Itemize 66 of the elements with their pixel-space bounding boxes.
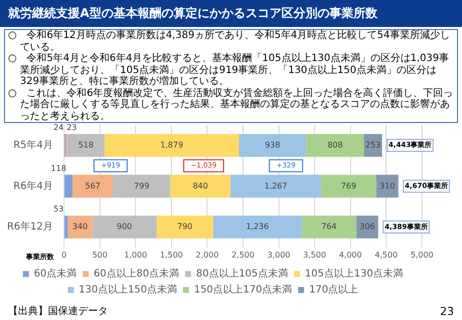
data-label: 1,879 [160,140,184,150]
bar [321,174,376,198]
legend-label: 80点以上105点未満 [196,268,288,280]
text: 【出典】国保連データ [8,306,108,318]
x-tick-label: 3,000 [267,250,290,260]
data-label: 790 [177,222,193,232]
data-label: 1,236 [246,222,269,232]
legend-label: 60点以上80点未満 [94,268,180,280]
bar [104,134,240,157]
bar [64,216,68,238]
y-tick-label: R6年12月 [6,220,54,233]
bar [376,174,398,198]
y-tick-label: R5年4月 [13,138,54,151]
text: ○ 令和6年12月時点の事業所数は4,389ヵ所であり、令和5年4月時点と比較して54事業所減少している。 [8,30,451,52]
bar [239,134,306,157]
bar [72,174,114,198]
bar [230,174,322,198]
data-label: 567 [85,181,100,190]
x-tick-label: 4,000 [338,250,362,260]
x-tick-label: 500 [92,250,108,260]
legend-label: 170点以上 [309,284,358,296]
data-label: 938 [264,140,280,150]
bar [113,174,170,198]
data-label: 808 [327,140,343,150]
legend-label: 60点未満 [34,268,77,280]
data-label: 518 [78,140,94,150]
bar [156,216,214,238]
chart-title: 就労継続支援A型の基本報酬の算定にかかるスコア区分別の事業所数 [0,0,462,27]
data-label: 769 [341,181,356,190]
data-label: 799 [134,181,150,190]
text: ○ 令和5年4月と令和6年4月を比較すると、基本報酬「105点以上130点未満」の区分は1,039事業所減少しており、「105点未満」の区分は919事業所、「130点以上150点未満」の区分は329事業所と、特に事業所数が増加している。 [8,53,450,88]
bar [92,216,157,238]
data-label: 1,267 [264,181,288,190]
legend-label: 130点以上150点未満 [78,284,177,296]
bar [302,216,356,238]
data-label: 764 [321,222,337,232]
legend-label: 105点以上130点未満 [304,268,404,280]
bar [306,134,364,157]
data-label: 306 [360,222,375,232]
x-tick-label: 1,000 [124,250,148,260]
bar [64,174,72,198]
bar [68,216,92,238]
data-label: 253 [365,140,381,150]
text: ○ これは、令和6年度報酬改定で、生産活動収支が賃金総額を上回った場合を高く評価し、下回った場合に厳しくする等見直しを行った結果、基本報酬の算定の基となるスコアの点数に影響があったと考えられる。 [8,88,454,122]
data-label: 118 [50,164,66,173]
bar [67,134,104,157]
x-tick-label: 5,000 [410,250,434,260]
bar [213,216,302,238]
data-label: 53 [53,204,64,214]
y-tick-label: R6年4月 [13,180,54,192]
x-tick-label: 4,500 [374,250,398,260]
bar [170,174,230,198]
x-tick-label: 3,500 [303,250,326,260]
x-tick-label: 2,500 [232,250,254,260]
data-label: 23 [66,123,77,132]
data-label: 900 [116,222,132,232]
x-tick-label: 2,000 [196,250,219,260]
data-label: 340 [72,222,88,232]
data-label: 24 [53,123,64,132]
legend-label: 150点以上170点未満 [194,284,292,296]
data-label: 840 [192,181,208,190]
text: 23 [440,305,454,318]
data-label: 310 [380,181,395,190]
x-tick-label: 1,500 [160,250,183,260]
bar [356,216,378,238]
x-tick-label: 0 [61,250,67,260]
